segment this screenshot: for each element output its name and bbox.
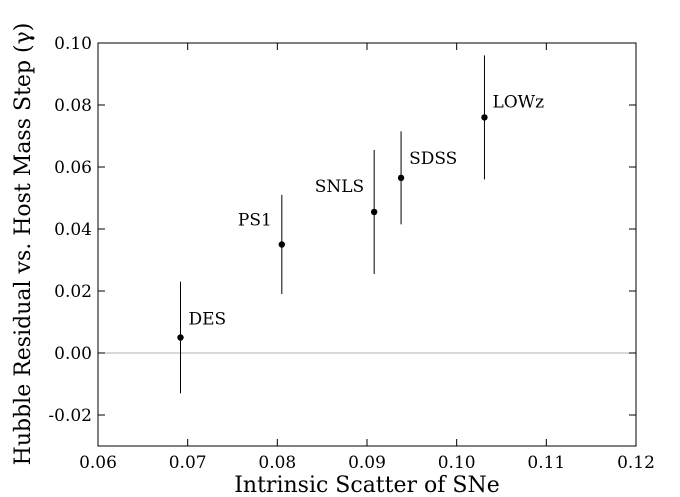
x-axis-label: Intrinsic Scatter of SNe	[234, 473, 500, 497]
data-points	[177, 114, 488, 341]
point-label-des: DES	[188, 310, 226, 330]
data-point-ps1	[278, 241, 286, 248]
point-label-snls: SNLS	[315, 177, 364, 197]
plot-frame	[97, 42, 637, 447]
axis-ticks: 0.06 0.07 0.08 0.09 0.10 0.11 0.12 -0.02 0.00 0.0…	[48, 34, 655, 473]
y-tick-label: 0.06	[54, 158, 92, 178]
x-tick-label: 0.10	[438, 453, 476, 473]
point-label-ps1: PS1	[238, 211, 272, 231]
x-tick-label: 0.09	[348, 453, 386, 473]
data-point-lowz	[481, 114, 488, 121]
y-axis-label: Hubble Residual vs. Host Mass Step (γ)	[11, 23, 36, 466]
x-tick-label: 0.08	[258, 453, 296, 473]
point-label-sdss: SDSS	[409, 149, 457, 169]
x-tick-label: 0.07	[169, 453, 207, 473]
y-tick-label: 0.02	[54, 282, 92, 302]
y-tick-label: 0.10	[54, 34, 92, 54]
data-point-des	[177, 334, 184, 341]
x-tick-label: 0.12	[617, 453, 655, 473]
point-label-lowz: LOWz	[492, 92, 544, 112]
y-tick-label: 0.04	[54, 220, 92, 240]
data-point-sdss	[397, 174, 405, 182]
point-labels: DES PS1 SNLS SDSS LOWz	[188, 92, 544, 329]
x-tick-label: 0.11	[527, 453, 565, 473]
y-tick-label: 0.08	[54, 96, 92, 116]
error-bars	[179, 55, 485, 394]
data-point-snls	[370, 208, 378, 216]
y-tick-label: -0.02	[48, 406, 92, 426]
y-tick-label: 0.00	[54, 344, 92, 364]
x-tick-label: 0.06	[79, 453, 117, 473]
